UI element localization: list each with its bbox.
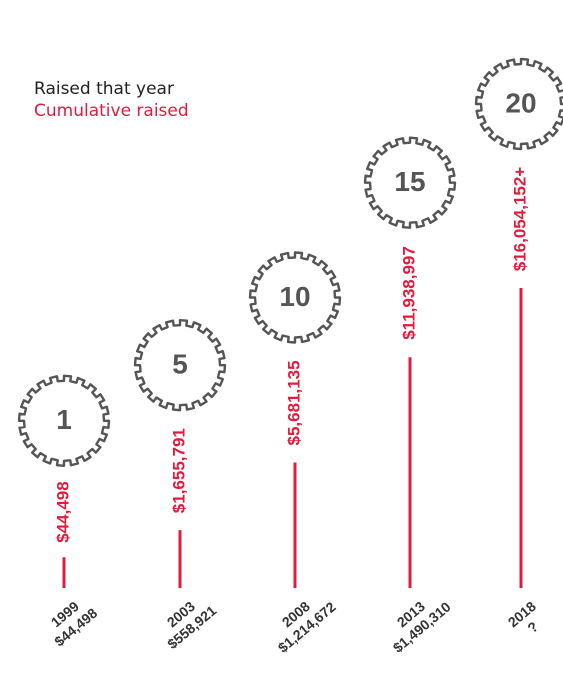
milestone-number: 10 xyxy=(279,281,310,312)
legend-year-label: Raised that year xyxy=(34,79,174,99)
gear-icon xyxy=(474,57,563,151)
raised-that-year-label: ? xyxy=(524,618,541,636)
milestone-number: 15 xyxy=(394,166,425,197)
cumulative-value-label: $5,681,135 xyxy=(284,360,303,445)
cumulative-value-label: $16,054,152+ xyxy=(510,167,529,272)
x-axis-label: 2018? xyxy=(505,598,550,643)
milestone-number: 5 xyxy=(172,349,188,380)
cumulative-value-label: $11,938,997 xyxy=(399,246,418,340)
legend: Raised that year Cumulative raised xyxy=(34,78,189,122)
cumulative-value-label: $1,655,791 xyxy=(169,428,188,513)
legend-cumulative-label: Cumulative raised xyxy=(34,101,189,121)
milestone-number: 1 xyxy=(56,404,72,435)
x-axis-label: 2013$1,490,310 xyxy=(379,585,454,655)
x-axis-label: 1999$44,498 xyxy=(40,592,100,650)
milestone-number: 20 xyxy=(505,87,536,118)
x-axis-label: 2003$558,921 xyxy=(153,589,219,652)
cumulative-value-label: $44,498 xyxy=(53,481,72,542)
x-axis-label: 2008$1,214,672 xyxy=(264,585,339,655)
gear-icon xyxy=(133,319,227,412)
gear-icon xyxy=(248,251,342,344)
gear-icon xyxy=(363,136,457,229)
gear-icon xyxy=(17,374,111,467)
